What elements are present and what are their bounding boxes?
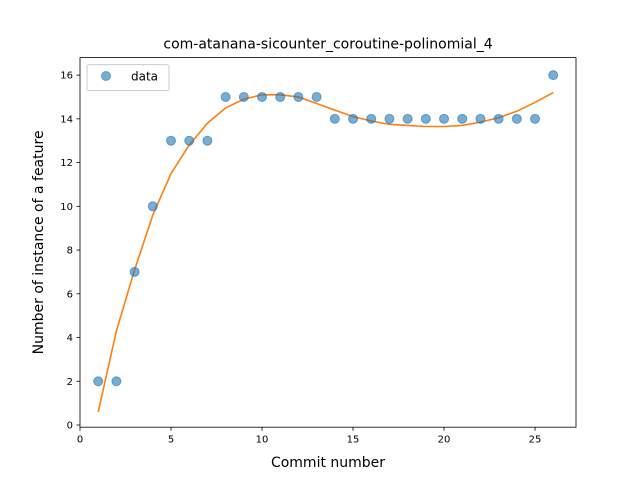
y-tick-label: 8 [67,246,73,257]
x-tick-label: 5 [168,435,174,446]
x-tick-label: 15 [347,435,360,446]
data-point [184,135,195,146]
y-axis-label: Number of instance of a feature [31,130,47,354]
data-point [493,113,504,124]
chart-title: com-atanana-sicounter_coroutine-polinomi… [163,37,492,53]
data-point [311,91,322,102]
data-point [129,266,140,277]
x-axis-label: Commit number [271,455,385,471]
data-point [220,91,231,102]
data-point [293,91,304,102]
y-tick-label: 16 [60,71,73,82]
axis-ticks: 0 5 10 15 20 25 0 2 4 6 8 10 12 14 16 [60,71,541,446]
x-tick-label: 25 [529,435,542,446]
y-tick-label: 14 [60,114,73,125]
data-point [147,201,158,212]
data-point [166,135,177,146]
data-point [348,113,359,124]
data-point [530,113,541,124]
data-point [275,91,286,102]
legend-label-data: data [131,70,158,84]
x-tick-label: 20 [438,435,451,446]
data-point [402,113,413,124]
data-point [511,113,522,124]
legend-marker-data [101,71,111,81]
y-tick-label: 0 [67,421,73,432]
data-point [329,113,340,124]
data-point [420,113,431,124]
axes-frame [79,57,577,428]
data-point [384,113,395,124]
data-point [202,135,213,146]
data-point [439,113,450,124]
data-point [366,113,377,124]
data-point [93,376,104,387]
legend: data [86,64,170,92]
legend-box [86,64,170,92]
data-point [457,113,468,124]
data-point [548,70,559,81]
data-point [257,91,268,102]
y-tick-label: 12 [60,158,73,169]
y-tick-label: 4 [67,333,73,344]
y-tick-label: 10 [60,202,73,213]
y-tick-label: 6 [67,289,73,300]
x-tick-label: 10 [256,435,269,446]
y-tick-label: 2 [67,377,73,388]
data-point [238,91,249,102]
data-point [475,113,486,124]
x-tick-label: 0 [77,435,83,446]
chart-marks [93,70,559,413]
data-point [111,376,122,387]
